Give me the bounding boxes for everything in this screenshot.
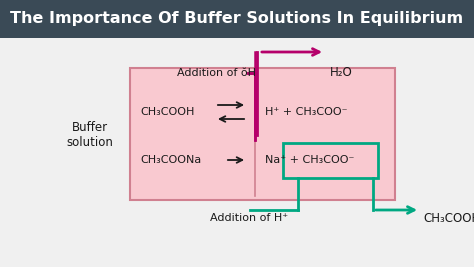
Bar bbox=[283, 143, 378, 178]
Bar bbox=[130, 68, 395, 200]
Text: CH₃COOH: CH₃COOH bbox=[423, 211, 474, 225]
Text: H⁺ + CH₃COO⁻: H⁺ + CH₃COO⁻ bbox=[265, 107, 347, 117]
Text: CH₃COONa: CH₃COONa bbox=[140, 155, 201, 165]
Bar bbox=[0, 38, 474, 267]
Text: Buffer
solution: Buffer solution bbox=[66, 121, 113, 149]
Text: Addition of H⁺: Addition of H⁺ bbox=[210, 213, 288, 223]
Text: Na⁺ + CH₃COO⁻: Na⁺ + CH₃COO⁻ bbox=[265, 155, 355, 165]
Text: Addition of ŏH: Addition of ŏH bbox=[177, 68, 256, 78]
Bar bbox=[0, 0, 474, 38]
Text: H₂O: H₂O bbox=[330, 66, 353, 80]
Text: The Importance Of Buffer Solutions In Equilibrium: The Importance Of Buffer Solutions In Eq… bbox=[10, 11, 464, 26]
Text: CH₃COOH: CH₃COOH bbox=[140, 107, 194, 117]
